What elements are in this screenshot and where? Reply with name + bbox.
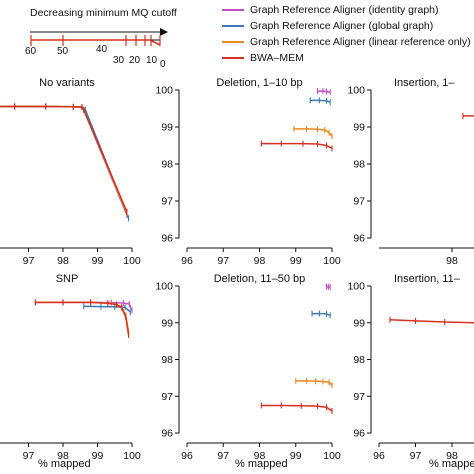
x-tick-label: 98	[446, 255, 458, 267]
cutoff-tick-label: 0	[160, 59, 166, 70]
legend-label: Graph Reference Aligner (global graph)	[250, 20, 434, 32]
mq-cutoff-scale: 60 50 40 30 20 10 0	[25, 35, 166, 70]
legend-swatch-linear	[222, 41, 244, 43]
cutoff-tick-label: 60	[25, 46, 37, 57]
x-tick-label: 96	[181, 255, 193, 267]
x-tick-label: 99	[92, 255, 104, 267]
legend-label: Graph Reference Aligner (identity graph)	[250, 4, 439, 16]
panel-deletion-11-50: Deletion, 11–50 bp 96 97 98 99 100 96 97 98 99 100	[155, 273, 340, 462]
panel-deletion-1-10: Deletion, 1–10 bp 96 97 98 99 100 96 97 98 99 100	[155, 77, 340, 267]
x-tick-label: 97	[217, 450, 229, 462]
cutoff-tick-label: 20	[129, 55, 141, 66]
x-tick-label: 97	[23, 450, 35, 462]
y-tick-label: 100	[155, 281, 173, 293]
legend-label: BWA–MEM	[250, 52, 304, 64]
x-tick-label: 98	[254, 450, 266, 462]
panel-title: Deletion, 11–50 bp	[214, 273, 306, 285]
series-line-identity	[317, 90, 331, 93]
y-tick-label: 100	[347, 281, 365, 293]
y-tick-label: 96	[353, 233, 365, 245]
series-line-global	[312, 312, 331, 317]
series-line-global	[310, 99, 331, 103]
panel-insertion-11: Insertion, 11– 96 97 98 96 97 98 99 100	[347, 273, 474, 462]
cutoff-tick-label: 10	[146, 55, 158, 66]
y-tick-label: 97	[353, 196, 365, 208]
y-tick-label: 100	[155, 85, 173, 97]
x-axis-label-snp: % mapped	[38, 458, 91, 470]
legend-item-identity-graph: Graph Reference Aligner (identity graph)	[222, 2, 474, 18]
series-line-global	[0, 105, 130, 219]
y-tick-label: 97	[161, 391, 173, 403]
y-tick-label: 98	[161, 354, 173, 366]
cutoff-scale-line	[31, 39, 161, 46]
series-line-bwa	[261, 404, 333, 412]
panel-no-variants: No variants 97 98 99 100	[0, 77, 141, 267]
y-tick-label: 99	[353, 317, 365, 329]
cutoff-tick-label: 40	[96, 44, 108, 55]
panel-snp: SNP 97 98 99 100	[0, 273, 141, 462]
x-axis-label-insertion-11: % mapped	[429, 458, 474, 470]
cutoff-tick-label: 30	[113, 55, 125, 66]
y-tick-label: 98	[161, 159, 173, 171]
series-line-bwa	[0, 105, 128, 212]
x-tick-label: 98	[57, 450, 69, 462]
x-tick-label: 96	[181, 450, 193, 462]
x-tick-label: 100	[123, 255, 141, 267]
series-line-linear	[0, 105, 128, 214]
x-tick-label: 100	[323, 450, 341, 462]
panel-title: Insertion, 11–	[394, 273, 461, 285]
x-tick-label: 100	[323, 255, 341, 267]
x-tick-label: 97	[217, 255, 229, 267]
legend-label: Graph Reference Aligner (linear referenc…	[250, 36, 471, 48]
panel-title: Deletion, 1–10 bp	[216, 77, 302, 89]
series-line-bwa	[389, 319, 474, 324]
legend-swatch-global	[222, 25, 244, 27]
x-tick-label: 97	[410, 450, 422, 462]
panel-title: No variants	[39, 77, 95, 89]
series-line-identity	[0, 105, 128, 216]
series-line-linear	[293, 128, 333, 137]
x-tick-label: 99	[92, 450, 104, 462]
y-tick-label: 100	[347, 85, 365, 97]
mq-cutoff-arrow	[30, 28, 168, 36]
legend-item-bwa-mem: BWA–MEM	[222, 50, 474, 66]
x-axis-label-deletion-11-50: % mapped	[235, 458, 288, 470]
y-tick-label: 96	[161, 233, 173, 245]
panel-title: SNP	[56, 273, 79, 285]
legend-swatch-bwa	[222, 57, 244, 59]
x-tick-label: 98	[254, 255, 266, 267]
x-tick-label: 98	[57, 255, 69, 267]
legend-swatch-identity	[222, 9, 244, 11]
x-tick-label: 100	[123, 450, 141, 462]
series-line-bwa	[35, 301, 130, 336]
y-tick-label: 97	[161, 196, 173, 208]
mq-cutoff-title: Decreasing minimum MQ cutoff	[30, 7, 177, 19]
series-line-linear	[295, 380, 333, 386]
panel-title: Insertion, 1–	[394, 77, 455, 89]
y-tick-label: 99	[353, 122, 365, 134]
x-tick-label: 99	[290, 255, 302, 267]
y-tick-label: 98	[353, 354, 365, 366]
y-tick-label: 96	[353, 428, 365, 440]
y-tick-label: 99	[161, 122, 173, 134]
legend-item-linear-reference: Graph Reference Aligner (linear referenc…	[222, 34, 474, 50]
y-tick-label: 97	[353, 391, 365, 403]
legend-item-global-graph: Graph Reference Aligner (global graph)	[222, 18, 474, 34]
legend: Graph Reference Aligner (identity graph)…	[222, 2, 474, 66]
y-tick-label: 99	[161, 317, 173, 329]
x-tick-label: 96	[373, 450, 385, 462]
x-tick-label: 98	[446, 450, 458, 462]
x-tick-label: 99	[290, 450, 302, 462]
panel-insertion-1: Insertion, 1– 98 96 97 98 99 100	[347, 77, 474, 267]
y-tick-label: 98	[353, 159, 365, 171]
series-line-bwa	[261, 142, 333, 150]
arrow-head	[160, 28, 168, 36]
x-tick-label: 97	[23, 255, 35, 267]
y-tick-label: 96	[161, 428, 173, 440]
cutoff-tick-label: 50	[57, 46, 69, 57]
